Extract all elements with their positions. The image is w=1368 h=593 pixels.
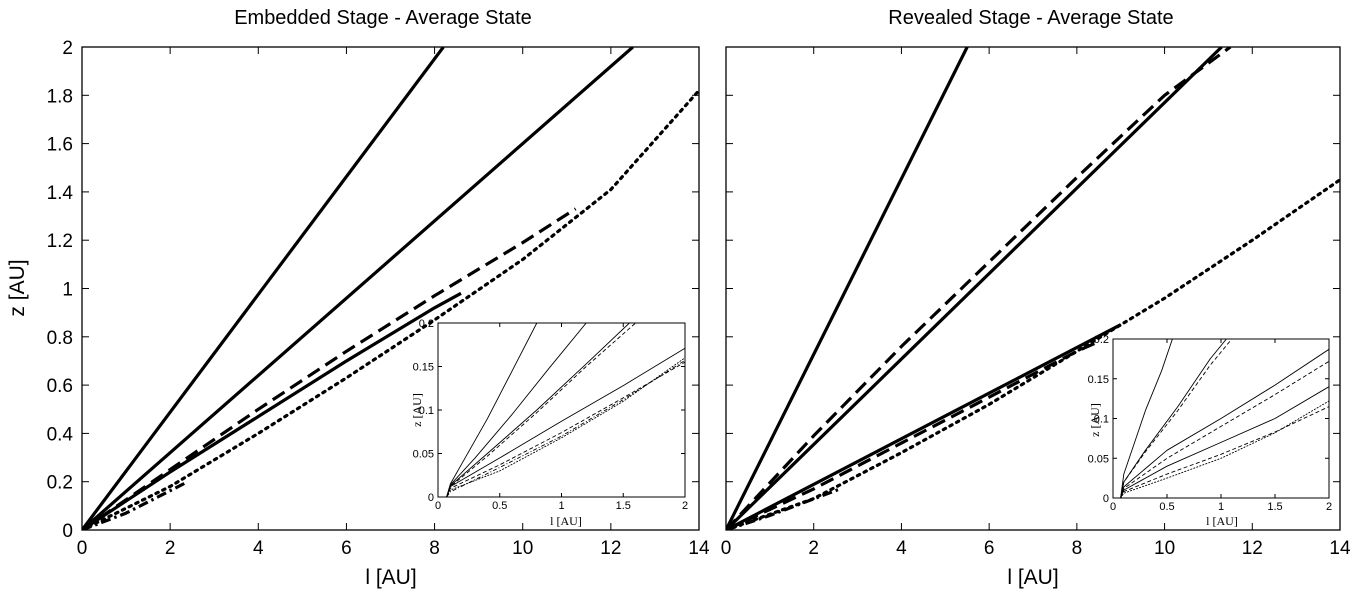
x-tick-label: 8 xyxy=(429,538,440,559)
inset-series-line-7-dotted xyxy=(446,357,685,497)
y-tick-label: 0.2 xyxy=(47,473,73,494)
x-axis-label-revealed: l [AU] xyxy=(1007,566,1058,589)
series-line-4-solid xyxy=(726,323,1122,530)
series-line-4-solid xyxy=(82,291,462,530)
x-tick-label: 4 xyxy=(896,538,907,559)
y-tick-label: 0.1 xyxy=(1094,414,1109,426)
series-line-2-solid xyxy=(82,47,634,530)
inset-series-line-6-dashed xyxy=(446,361,685,497)
y-tick-label: 1.4 xyxy=(47,183,74,204)
x-tick-label: 6 xyxy=(341,538,352,559)
x-tick-label: 2 xyxy=(1326,501,1332,513)
y-tick-label: 1.2 xyxy=(47,231,73,252)
x-tick-label: 1.5 xyxy=(1267,501,1282,513)
inset-series-line-5-solid xyxy=(446,347,685,497)
series-line-5-dotted xyxy=(82,88,699,530)
x-tick-label: 4 xyxy=(253,538,264,559)
chart-title-embedded: Embedded Stage - Average State xyxy=(234,7,532,29)
inset-x-label-embedded: l [AU] xyxy=(550,514,582,528)
y-tick-label: 0.05 xyxy=(1088,453,1109,465)
y-tick-label: 2 xyxy=(62,38,73,59)
inset-series-line-6-solid xyxy=(1120,386,1329,498)
x-tick-label: 2 xyxy=(682,500,688,512)
x-tick-label: 12 xyxy=(1242,538,1263,559)
y-axis-label-embedded: z [AU] xyxy=(6,259,29,316)
inset-y-label-revealed: z [AU] xyxy=(1088,403,1102,437)
x-tick-label: 10 xyxy=(1154,538,1175,559)
inset-series-line-3-dashed xyxy=(1120,339,1233,498)
x-tick-label: 1 xyxy=(558,500,564,512)
x-tick-label: 0 xyxy=(435,500,441,512)
y-tick-label: 1.6 xyxy=(47,135,73,156)
x-tick-label: 0 xyxy=(721,538,732,559)
series-line-2-dashed xyxy=(726,47,1232,530)
y-tick-label: 0.6 xyxy=(47,376,73,397)
series-line-1-solid xyxy=(82,47,445,530)
y-tick-label: 1.8 xyxy=(47,86,73,107)
series-group-embedded xyxy=(82,47,699,530)
inset-series-line-1-solid xyxy=(1120,339,1173,498)
x-tick-label: 2 xyxy=(165,538,176,559)
y-tick-label: 0.2 xyxy=(419,318,434,330)
y-tick-label: 0.15 xyxy=(413,362,434,374)
inset-frame-embedded xyxy=(437,322,686,498)
x-tick-label: 12 xyxy=(600,538,621,559)
y-tick-label: 0.4 xyxy=(47,424,74,445)
y-tick-label: 0.8 xyxy=(47,328,73,349)
chart-title-revealed: Revealed Stage - Average State xyxy=(888,7,1173,29)
inset-series-revealed xyxy=(1120,339,1329,498)
inset-ticks-embedded: 0 0.5 1 1.5 2 0 0.05 0.1 0.15 0.2 xyxy=(413,318,688,512)
y-tick-label: 0 xyxy=(1103,493,1109,505)
inset-series-embedded xyxy=(446,323,685,497)
x-tick-label: 6 xyxy=(984,538,995,559)
x-tick-label: 8 xyxy=(1072,538,1083,559)
y-tick-label: 0.2 xyxy=(1094,334,1109,346)
series-line-3-solid xyxy=(726,47,1223,530)
series-group-revealed xyxy=(726,47,1340,530)
y-tick-label: 0 xyxy=(428,492,434,504)
y-tick-label: 1 xyxy=(62,280,73,301)
series-line-1-solid xyxy=(726,47,969,530)
inset-ticks-revealed: 0 0.5 1 1.5 2 0 0.05 0.1 0.15 0.2 xyxy=(1088,334,1332,513)
y-tick-label: 0 xyxy=(62,521,73,542)
inset-series-line-8-dashdot xyxy=(446,360,685,497)
inset-series-line-5-dashed xyxy=(1120,360,1329,498)
inset-x-label-revealed: l [AU] xyxy=(1206,514,1238,528)
panel-embedded: Embedded Stage - Average State 0 2 4 6 8 10 12… xyxy=(6,7,710,589)
y-tick-label: 0.15 xyxy=(1088,374,1109,386)
x-tick-label: 14 xyxy=(688,538,710,559)
series-line-6-dashdot xyxy=(82,480,189,530)
x-tick-label: 1.5 xyxy=(616,500,631,512)
series-line-3-dashed xyxy=(82,207,577,530)
series-line-6-dotted xyxy=(726,178,1340,530)
y-tick-label: 0.1 xyxy=(419,405,434,417)
x-tick-label: 2 xyxy=(808,538,819,559)
inset-series-line-8-dotted xyxy=(1120,400,1329,498)
x-tick-label: 0 xyxy=(1110,501,1116,513)
x-axis-label-embedded: l [AU] xyxy=(365,566,416,589)
axis-ticks-revealed: 0 2 4 6 8 10 12 14 xyxy=(721,46,1351,559)
y-tick-label: 0.05 xyxy=(413,449,434,461)
x-tick-label: 14 xyxy=(1329,538,1351,559)
x-tick-label: 0.5 xyxy=(1159,501,1174,513)
x-tick-label: 0.5 xyxy=(492,500,507,512)
x-tick-label: 0 xyxy=(77,538,88,559)
series-line-7-dashdot xyxy=(726,487,841,530)
x-tick-label: 10 xyxy=(512,538,533,559)
x-tick-label: 1 xyxy=(1218,501,1224,513)
inset-embedded: 0 0.5 1 1.5 2 0 0.05 0.1 0.15 0.2 l [AU] z [AU] xyxy=(410,318,688,528)
inset-revealed: 0 0.5 1 1.5 2 0 0.05 0.1 0.15 0.2 l [AU] z [AU] xyxy=(1088,334,1332,528)
inset-y-label-embedded: z [AU] xyxy=(410,393,424,427)
panel-revealed: Revealed Stage - Average State 0 2 4 6 8 10 12… xyxy=(721,7,1351,589)
